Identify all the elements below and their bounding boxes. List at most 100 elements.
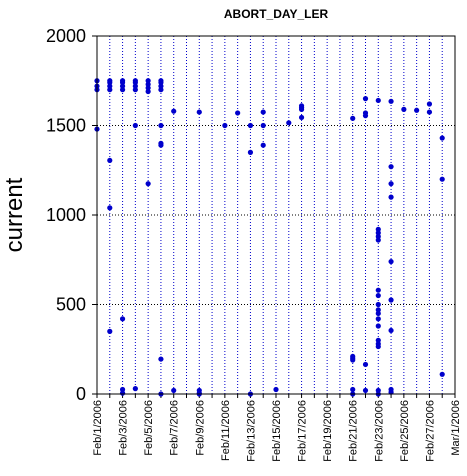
data-point [107, 328, 113, 334]
data-point [222, 122, 228, 129]
data-point [401, 106, 407, 112]
y-tick-label: 2000 [46, 26, 86, 46]
data-point [107, 205, 113, 211]
data-point [196, 109, 202, 115]
plot-frame [96, 35, 456, 395]
x-tick-label: Feb/19/2006 [322, 400, 334, 462]
data-point [107, 83, 113, 89]
data-point [107, 157, 113, 164]
data-point [247, 149, 254, 155]
x-tick-label: Feb/17/2006 [297, 400, 309, 462]
chart-title: ABORT_DAY_LER [224, 7, 329, 21]
data-point [350, 115, 356, 121]
x-tick-label: Feb/3/2006 [118, 400, 130, 456]
data-point [158, 356, 164, 362]
data-point [158, 142, 164, 148]
x-tick-label: Feb/21/2006 [348, 400, 360, 462]
x-tick-label: Feb/1/2006 [92, 400, 104, 456]
data-point [375, 233, 381, 240]
data-point [145, 85, 151, 91]
y-tick-label: 500 [56, 295, 86, 315]
data-point [375, 316, 381, 322]
data-point [375, 310, 381, 317]
data-point [375, 301, 381, 308]
data-point [145, 181, 151, 187]
data-point [375, 343, 381, 350]
data-point [375, 287, 381, 293]
data-point [362, 96, 369, 102]
data-point [132, 83, 138, 89]
x-tick-label: Feb/27/2006 [424, 400, 436, 462]
data-point [439, 371, 445, 377]
data-point [388, 297, 394, 303]
data-point [298, 114, 305, 121]
x-tick-label: Feb/23/2006 [373, 400, 385, 462]
data-point [132, 122, 138, 129]
data-point [158, 87, 164, 93]
y-tick-label: 1000 [46, 205, 86, 225]
y-axis-ticks: 0 500 1000 1500 2000 [46, 26, 97, 404]
data-point [375, 226, 381, 232]
data-point [119, 316, 126, 322]
data-point [439, 176, 445, 182]
data-point [388, 98, 394, 104]
data-point [171, 387, 177, 394]
data-point [298, 106, 305, 112]
data-point [119, 78, 126, 84]
data-point [362, 361, 369, 368]
data-point [375, 292, 381, 299]
data-point [388, 194, 394, 200]
data-point [260, 142, 266, 148]
data-point [273, 386, 279, 393]
data-point [107, 87, 113, 93]
data-point [132, 386, 138, 392]
data-point [375, 230, 381, 236]
data-point [362, 113, 369, 119]
x-tick-label: Feb/9/2006 [194, 400, 206, 456]
x-tick-label: Feb/15/2006 [271, 400, 283, 462]
y-tick-label: 1500 [46, 116, 86, 136]
data-point [119, 83, 126, 89]
data-point [286, 120, 292, 126]
y-axis-label: current [1, 177, 28, 252]
x-tick-label: Feb/25/2006 [399, 400, 411, 462]
y-tick-label: 0 [76, 384, 86, 404]
data-point [119, 386, 126, 393]
data-point [375, 323, 381, 329]
x-axis-ticks: Feb/1/2006 Feb/3/2006 Feb/5/2006 Feb/7/2006… [92, 394, 462, 462]
data-point [145, 88, 151, 95]
data-point [132, 78, 138, 84]
data-point [388, 164, 394, 170]
data-point [171, 108, 177, 114]
data-point [375, 237, 381, 243]
data-point [132, 87, 138, 93]
x-tick-label: Feb/5/2006 [143, 400, 155, 456]
data-point [350, 357, 356, 363]
data-point [375, 97, 381, 104]
data-point [260, 122, 266, 129]
data-point [247, 122, 254, 129]
data-point [119, 87, 126, 93]
data-point [375, 387, 381, 394]
data-point [260, 109, 266, 115]
data-point [375, 337, 381, 343]
data-point [362, 387, 369, 394]
data-point [158, 78, 164, 84]
data-point [158, 122, 164, 129]
data-point [426, 109, 433, 115]
data-points [94, 78, 445, 397]
data-point [375, 307, 381, 313]
x-tick-label: Feb/13/2006 [245, 400, 257, 462]
data-point [426, 101, 433, 107]
data-point [388, 327, 394, 334]
grid-lines [97, 36, 455, 394]
data-point [388, 181, 394, 187]
x-tick-label: Feb/7/2006 [169, 400, 181, 456]
data-point [145, 78, 151, 84]
data-point [350, 386, 356, 393]
data-point [119, 390, 126, 396]
data-point [107, 78, 113, 84]
data-point [235, 110, 241, 116]
